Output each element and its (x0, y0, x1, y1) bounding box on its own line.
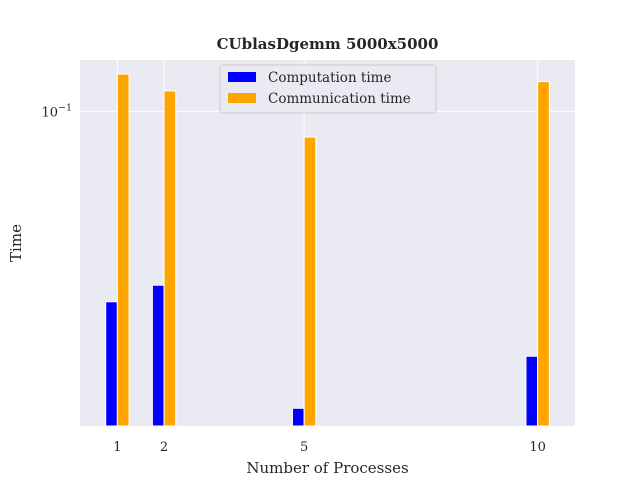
bar-communication-10 (537, 81, 550, 427)
x-tick-label: 1 (113, 440, 121, 455)
x-tick-label: 10 (529, 440, 546, 455)
bar-computation-2 (151, 284, 165, 427)
bar-computation-5 (291, 407, 305, 427)
legend-swatch (228, 93, 256, 103)
x-axis-ticks: 1 2 5 10 (113, 440, 546, 455)
bar-communication-1 (116, 73, 130, 427)
x-tick-label: 2 (160, 440, 168, 455)
legend-label: Computation time (268, 70, 391, 86)
legend: Computation time Communication time (219, 64, 437, 114)
legend-box (219, 64, 437, 114)
x-axis-label: Number of Processes (246, 459, 408, 477)
bar-communication-2 (163, 90, 177, 427)
y-axis-label: Time (7, 224, 25, 262)
x-tick-label: 5 (300, 440, 308, 455)
bar-communication-5 (303, 136, 317, 427)
bar-computation-10 (525, 355, 539, 427)
bar-computation-1 (105, 301, 118, 427)
legend-swatch (228, 72, 256, 82)
bars (105, 73, 550, 427)
legend-label: Communication time (268, 91, 411, 107)
y-axis-ticks: 10−1 (41, 102, 72, 120)
y-tick-label: 10−1 (41, 102, 72, 120)
chart-title: CUblasDgemm 5000x5000 (217, 35, 439, 53)
